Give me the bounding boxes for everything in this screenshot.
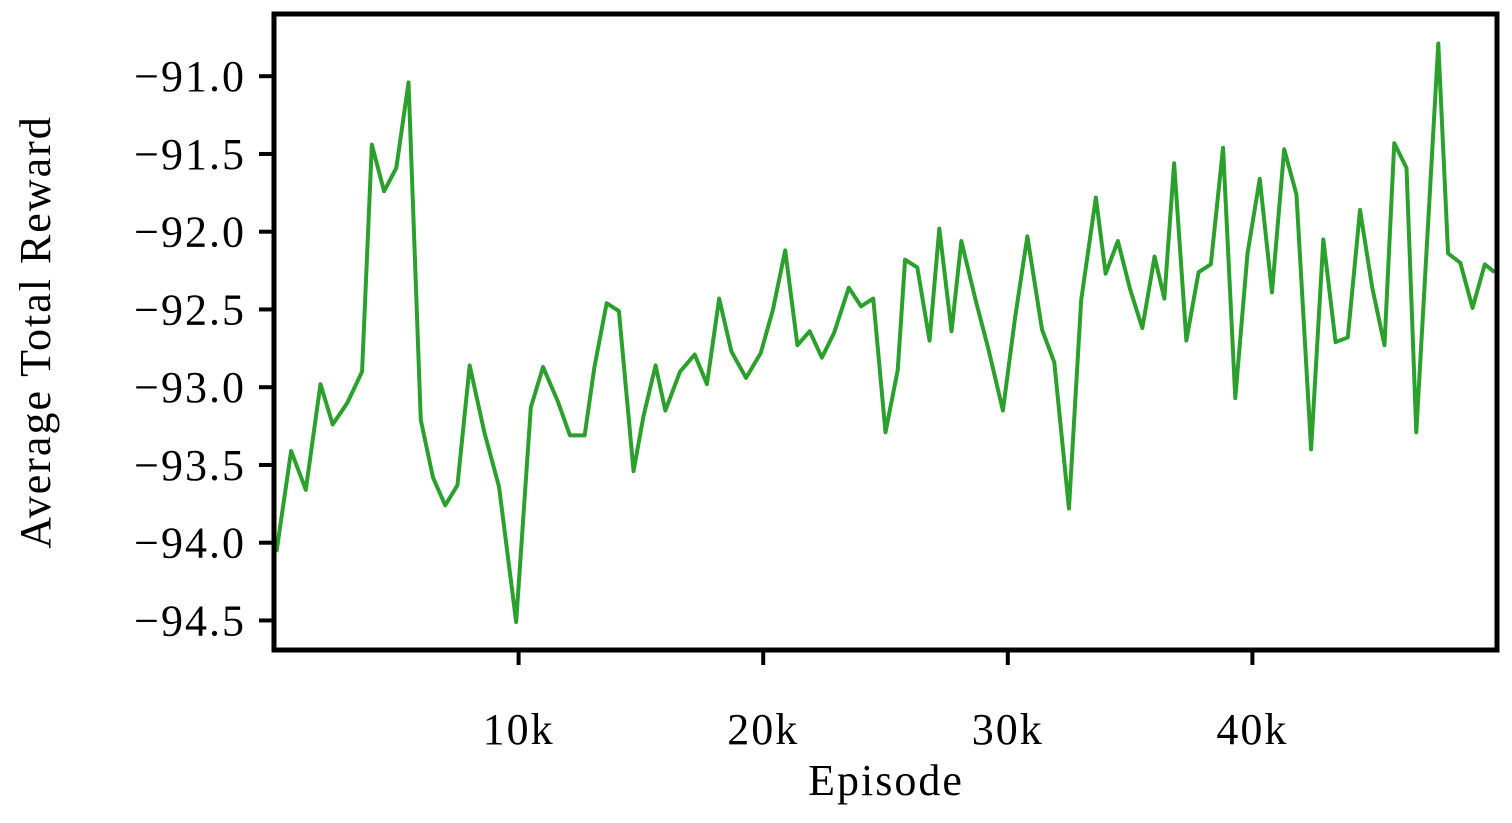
plot-frame xyxy=(271,11,1500,653)
y-tick-label: −94.5 xyxy=(134,596,246,645)
y-tick-label: −94.0 xyxy=(134,519,246,568)
y-tick-label: −92.0 xyxy=(134,208,246,257)
x-tick-label: 40k xyxy=(1216,705,1288,754)
x-tick-label: 20k xyxy=(727,705,799,754)
x-tick-label: 10k xyxy=(483,705,555,754)
data-line xyxy=(274,41,1496,625)
y-tick-label: −93.5 xyxy=(134,441,246,490)
x-tick-label: 30k xyxy=(972,705,1044,754)
y-axis-label: Average Total Reward xyxy=(11,115,60,549)
y-tick-label: −92.5 xyxy=(134,285,246,334)
x-axis-label: Episode xyxy=(808,756,964,805)
y-tick-label: −91.5 xyxy=(134,130,246,179)
y-tick-label: −91.0 xyxy=(134,52,246,101)
y-tick-label: −93.0 xyxy=(134,363,246,412)
